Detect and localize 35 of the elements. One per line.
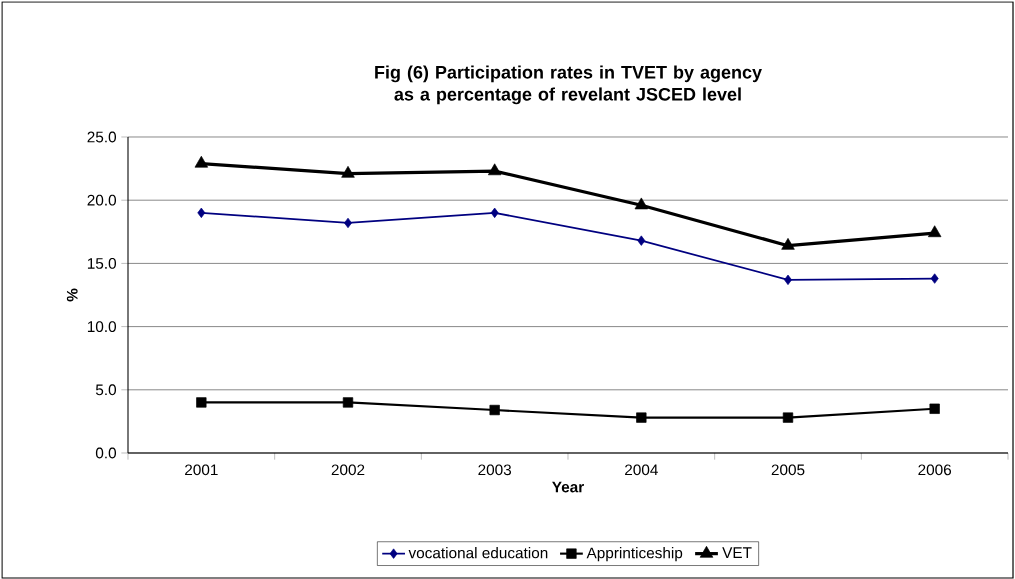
x-tick-label: 2003 [478,464,512,476]
y-tick-label: 0.0 [95,447,117,459]
point [194,155,209,168]
y-axis-title: % [66,288,78,302]
point [197,207,206,218]
point [927,225,942,238]
point [196,397,207,408]
y-tick-label: 20.0 [87,194,117,206]
x-tick-label: 2001 [185,464,218,476]
point [342,397,354,408]
point [930,273,939,284]
point [341,165,355,178]
x-axis-title: Year [552,481,584,493]
y-tick-label: 5.0 [95,384,117,396]
y-tick-label: 15.0 [87,257,117,269]
y-tick-label: 10.0 [87,321,117,333]
point [634,197,649,210]
point [636,412,647,423]
chart-title: Fig (6) Participation rates in TVET by agency as a percentage of revelant JSCED level [375,65,762,105]
point [487,163,502,176]
point [489,404,500,416]
x-tick-label: 2006 [918,464,952,476]
point [781,238,795,250]
x-tick-label: 2002 [331,464,365,476]
point [637,235,646,246]
point [784,274,792,285]
legend-label: Apprinticeship [586,547,683,562]
point [782,412,794,423]
y-tick-label: 25.0 [87,131,117,143]
x-tick-label: 2004 [625,464,658,476]
point [490,207,499,218]
x-tick-label: 2005 [771,464,805,476]
point [929,403,940,414]
legend-label: vocational education [408,547,548,559]
legend-label: VET [722,547,752,558]
